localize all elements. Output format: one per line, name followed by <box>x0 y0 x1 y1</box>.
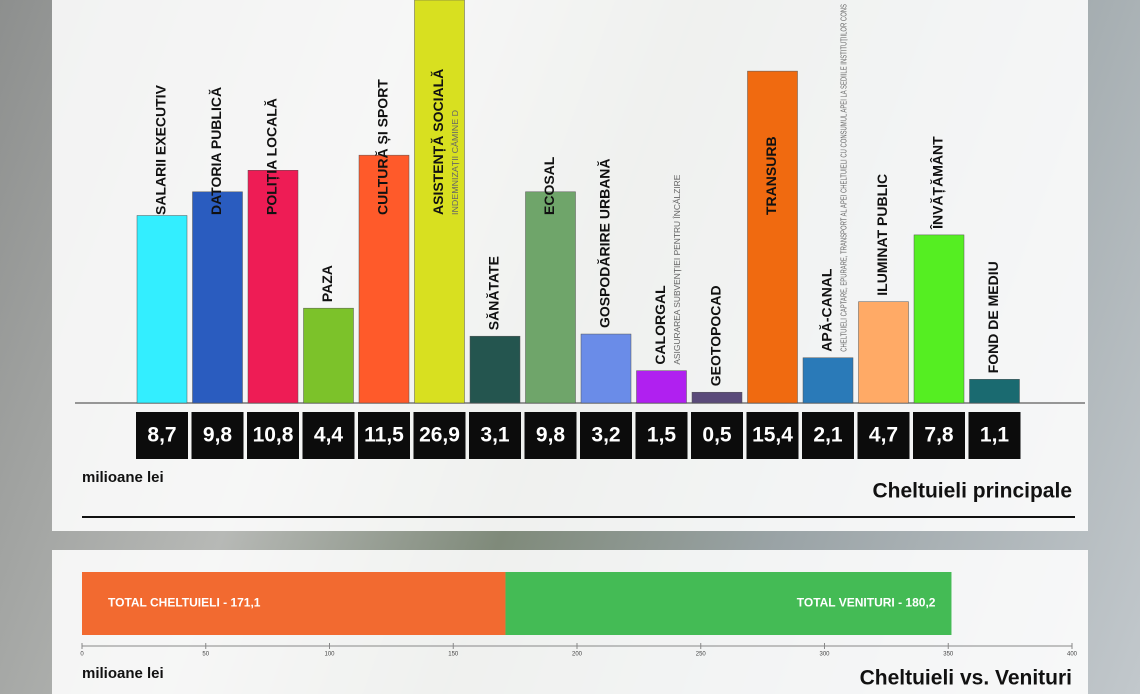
x-tick-label: 0 <box>80 652 84 658</box>
value-label: 2,1 <box>813 424 843 447</box>
bar <box>858 301 909 404</box>
unit-label: milioane lei <box>82 469 164 486</box>
category-label: DATORIA PUBLICĂ <box>208 87 224 215</box>
value-label: 3,2 <box>591 424 620 447</box>
category-label: ECOSAL <box>541 156 557 215</box>
value-label: 4,4 <box>314 424 344 447</box>
category-label: TRANSURB <box>763 136 779 215</box>
x-tick-label: 150 <box>448 652 459 658</box>
bar <box>303 307 354 404</box>
bar <box>580 333 632 404</box>
bar <box>691 391 743 404</box>
bar <box>136 215 188 404</box>
bar <box>913 234 965 404</box>
x-tick-label: 300 <box>819 652 830 658</box>
category-label: ILUMINAT PUBLIC <box>874 174 890 296</box>
value-box <box>802 412 854 459</box>
bar <box>525 191 576 404</box>
x-tick-label: 50 <box>202 652 209 658</box>
segment-label: TOTAL CHELTUIELI - 171,1 <box>108 596 261 610</box>
category-label: PAZA <box>319 265 335 302</box>
category-label: ASISTENȚĂ SOCIALĂ <box>430 69 446 215</box>
value-label: 0,5 <box>702 424 732 447</box>
value-label: 7,8 <box>924 424 954 447</box>
value-label: 4,7 <box>869 424 898 447</box>
bar <box>414 0 465 404</box>
bar <box>247 170 299 404</box>
category-label: GEOTOPOCAD <box>708 285 724 386</box>
value-box <box>691 412 743 459</box>
value-box <box>968 412 1021 459</box>
value-box <box>635 412 688 459</box>
category-label: ÎNVĂȚĂMÂNT <box>929 136 946 230</box>
value-box <box>469 412 521 459</box>
x-tick-label: 400 <box>1067 652 1078 658</box>
value-label: 11,5 <box>364 424 404 447</box>
value-box <box>913 412 965 459</box>
segment-label: TOTAL VENITURI - 180,2 <box>797 596 936 610</box>
category-label: POLIȚIA LOCALĂ <box>264 98 280 215</box>
unit-label: milioane lei <box>82 665 164 682</box>
value-box <box>413 412 466 459</box>
chart-title: Cheltuieli principale <box>872 480 1072 503</box>
value-box <box>302 412 355 459</box>
chart-title: Cheltuieli vs. Venituri <box>860 667 1072 690</box>
category-label: CULTURĂ ȘI SPORT <box>375 79 391 215</box>
x-tick-label: 200 <box>572 652 583 658</box>
category-label: SĂNĂTATE <box>486 256 502 330</box>
value-box <box>136 412 188 459</box>
category-label: APĂ-CANAL <box>819 268 835 352</box>
x-tick-label: 100 <box>324 652 335 658</box>
value-label: 8,7 <box>147 424 176 447</box>
x-tick-label: 350 <box>943 652 954 658</box>
bar <box>358 154 410 404</box>
category-label: FOND DE MEDIU <box>985 261 1001 373</box>
value-label: 26,9 <box>419 424 460 447</box>
category-label: CALORGAL <box>652 285 668 365</box>
value-box <box>524 412 577 459</box>
value-box <box>746 412 799 459</box>
bar <box>469 335 521 404</box>
value-label: 9,8 <box>536 424 566 447</box>
value-label: 1,5 <box>647 424 677 447</box>
value-label: 15,4 <box>752 424 793 447</box>
value-box <box>247 412 299 459</box>
category-label: SALARII EXECUTIV <box>153 84 169 215</box>
bar <box>192 191 243 404</box>
value-box <box>358 412 410 459</box>
category-sublabel: CHELTUIELI CAPTARE, EPURARE, TRANSPORT A… <box>838 4 848 352</box>
value-box <box>580 412 632 459</box>
category-sublabel: ASIGURAREA SUBVENȚIEI PENTRU ÎNCĂLZIRE <box>672 174 682 364</box>
category-label: GOSPODĂRIRE URBANĂ <box>597 158 613 328</box>
value-label: 1,1 <box>980 424 1010 447</box>
value-label: 3,1 <box>480 424 510 447</box>
value-label: 10,8 <box>253 424 294 447</box>
category-sublabel: INDEMNIZAȚII CĂMINE D <box>450 110 460 215</box>
value-box <box>857 412 910 459</box>
bar-segment <box>505 572 952 635</box>
bar-segment <box>82 572 506 635</box>
bar <box>747 70 798 404</box>
bar <box>636 370 687 404</box>
value-box <box>191 412 244 459</box>
value-label: 9,8 <box>203 424 233 447</box>
x-tick-label: 250 <box>696 652 707 658</box>
bar <box>802 357 854 404</box>
bar <box>969 379 1020 404</box>
